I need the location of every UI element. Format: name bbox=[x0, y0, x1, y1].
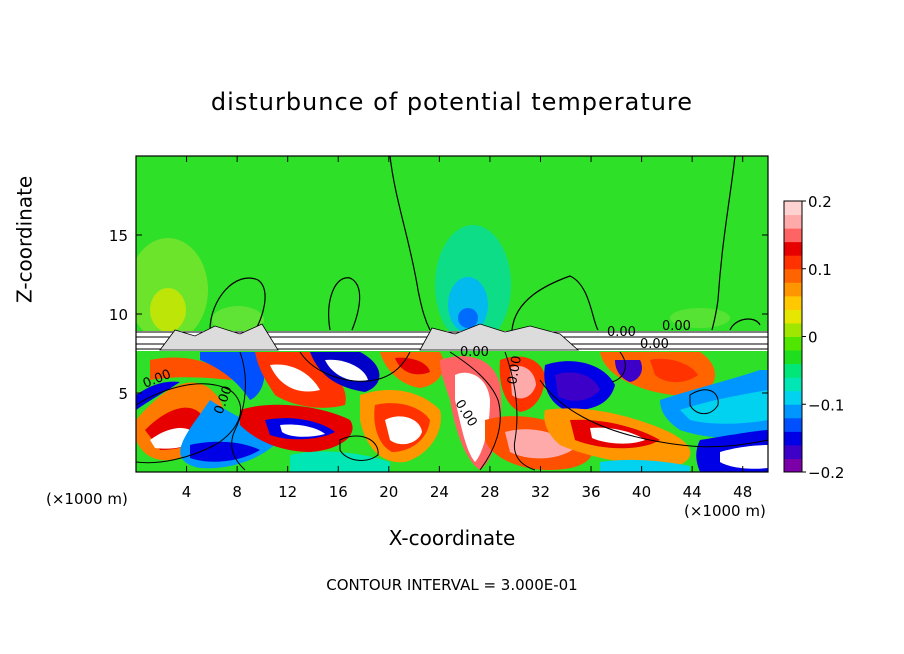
contour-interval-note: CONTOUR INTERVAL = 3.000E-01 bbox=[326, 576, 578, 594]
colorbar-tick-label: −0.1 bbox=[808, 396, 844, 414]
x-unit-left: (×1000 m) bbox=[46, 490, 128, 508]
colorbar-swatch bbox=[784, 255, 802, 270]
colorbar-swatch bbox=[784, 377, 802, 392]
colorbar-swatch bbox=[784, 228, 802, 243]
colorbar-swatch bbox=[784, 458, 802, 473]
y-tick-label: 10 bbox=[109, 306, 128, 324]
y-tick-label: 5 bbox=[118, 385, 128, 403]
x-tick-label: 44 bbox=[683, 483, 702, 501]
cold-anomaly-core bbox=[448, 277, 488, 333]
contour-label: 0.00 bbox=[640, 337, 669, 352]
lower-contours bbox=[136, 351, 768, 471]
colorbar-swatch bbox=[784, 295, 802, 310]
x-tick-label: 4 bbox=[182, 483, 192, 501]
colorbar-swatch bbox=[784, 309, 802, 324]
x-tick-label: 28 bbox=[480, 483, 499, 501]
colorbar-swatch bbox=[784, 417, 802, 432]
x-tick-label: 40 bbox=[632, 483, 651, 501]
colorbar-swatch bbox=[784, 282, 802, 297]
contour-label: 0.00 bbox=[607, 325, 636, 340]
contour-line bbox=[729, 318, 761, 331]
colorbar-swatch bbox=[784, 350, 802, 365]
x-tick-label: 48 bbox=[733, 483, 752, 501]
colorbar-swatch bbox=[784, 268, 802, 283]
warm-anomaly bbox=[212, 306, 264, 334]
colorbar-swatch bbox=[784, 201, 802, 216]
contour-line bbox=[209, 277, 266, 331]
colorbar-swatch bbox=[784, 390, 802, 405]
colorbar-swatch bbox=[784, 241, 802, 256]
boundary-ridge bbox=[159, 323, 279, 351]
x-tick-label: 20 bbox=[379, 483, 398, 501]
x-tick-label: 32 bbox=[531, 483, 550, 501]
colorbar: 0.2 0.1 0 −0.1 −0.2 bbox=[783, 193, 844, 482]
colorbar-swatch bbox=[784, 363, 802, 378]
colorbar-tick-label: −0.2 bbox=[808, 464, 844, 482]
y-axis-label: Z-coordinate bbox=[12, 175, 37, 303]
cold-anomaly-center bbox=[458, 308, 478, 328]
boundary-ridge bbox=[419, 323, 580, 351]
contour-label: 0.00 bbox=[505, 355, 525, 386]
x-tick-label: 36 bbox=[581, 483, 600, 501]
contour-line bbox=[389, 156, 431, 331]
colorbar-tick-label: 0.1 bbox=[808, 261, 832, 279]
x-axis-label: X-coordinate bbox=[388, 526, 516, 550]
x-tick-label: 8 bbox=[232, 483, 242, 501]
chart-title: disturbunce of potential temperature bbox=[210, 88, 694, 116]
colorbar-swatch bbox=[784, 431, 802, 446]
lower-eddies bbox=[136, 352, 768, 472]
x-tick-label: 24 bbox=[430, 483, 449, 501]
colorbar-swatch bbox=[784, 404, 802, 419]
colorbar-swatch bbox=[784, 336, 802, 351]
contour-line bbox=[511, 275, 599, 331]
x-unit-right: (×1000 m) bbox=[684, 502, 766, 520]
y-tick-label: 15 bbox=[109, 227, 128, 245]
x-tick-label: 12 bbox=[278, 483, 297, 501]
colorbar-swatch bbox=[784, 444, 802, 459]
contour-label: 0.00 bbox=[460, 345, 489, 360]
warm-anomaly-core bbox=[150, 288, 186, 332]
plot-field bbox=[136, 156, 768, 472]
warm-anomaly bbox=[670, 308, 730, 328]
colorbar-swatch bbox=[784, 214, 802, 229]
colorbar-tick-label: 0 bbox=[808, 329, 818, 347]
contour-label: 0.00 bbox=[662, 319, 691, 334]
x-tick-label: 16 bbox=[329, 483, 348, 501]
colorbar-tick-label: 0.2 bbox=[808, 193, 832, 211]
contour-line bbox=[328, 277, 361, 331]
contour-line bbox=[711, 156, 736, 331]
colorbar-swatch bbox=[784, 322, 802, 337]
